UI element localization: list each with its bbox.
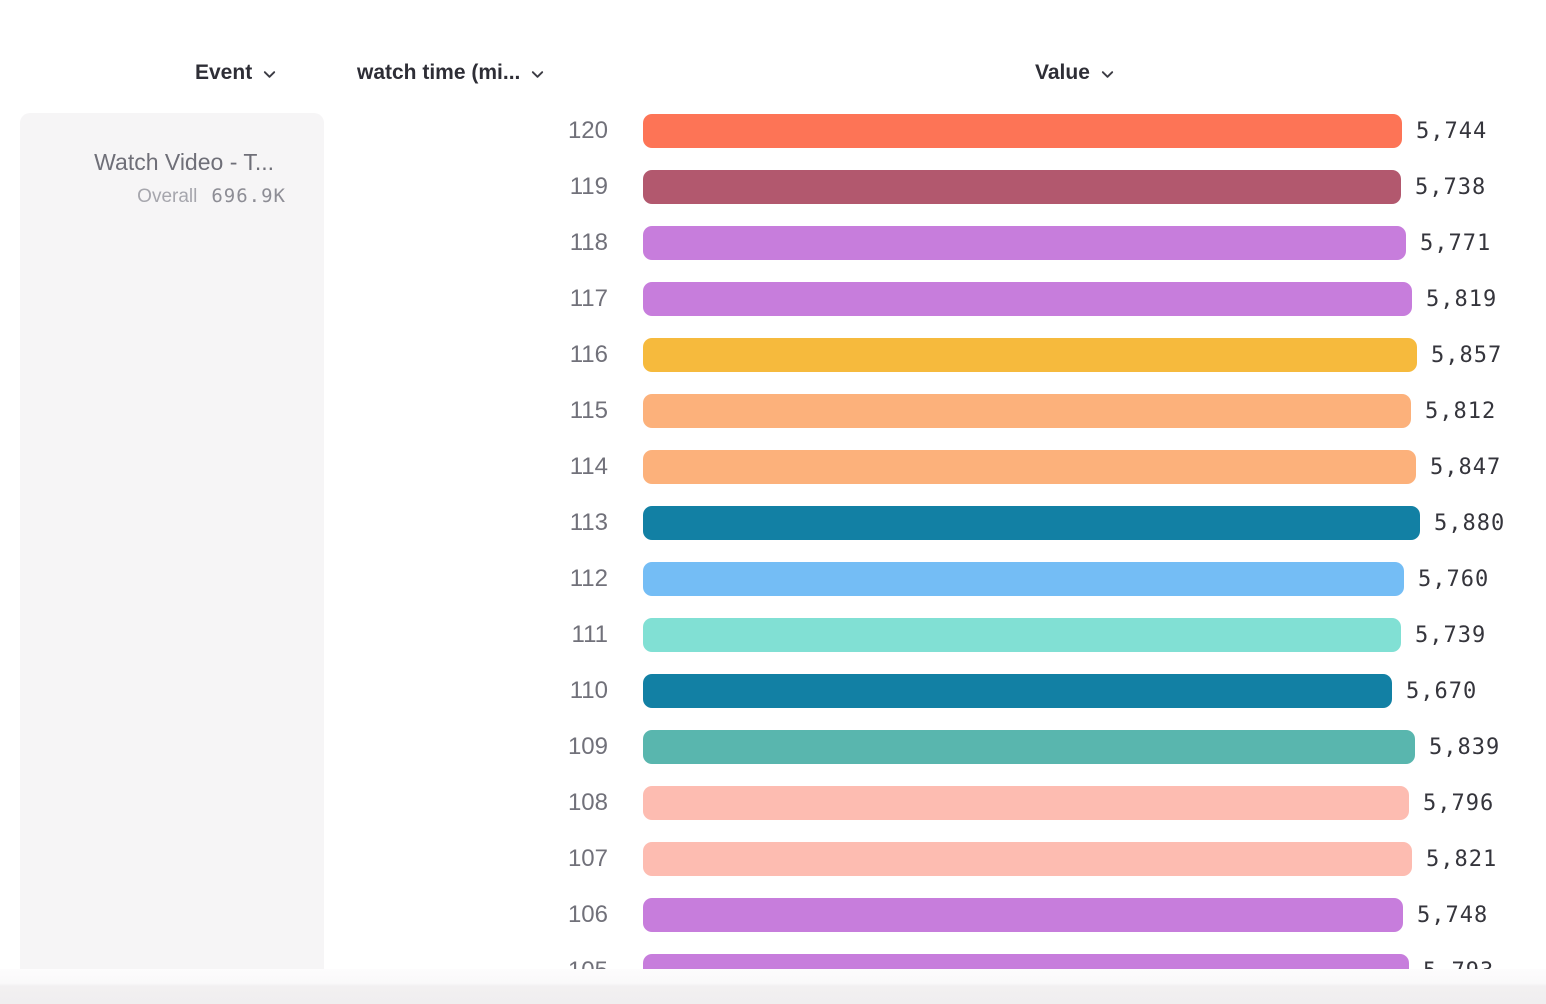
column-header-watch-time[interactable]: watch time (mi... [357,59,545,87]
bar-value: 5,847 [1430,454,1502,480]
bar-value: 5,738 [1415,174,1487,200]
chart-row: 111 5,739 [0,607,1546,663]
bar[interactable] [643,898,1403,932]
bar[interactable] [643,562,1404,596]
bar-value: 5,739 [1415,622,1487,648]
row-label: 118 [569,229,608,256]
event-name: Watch Video - T... [94,149,274,175]
bar-value: 5,857 [1431,342,1503,368]
bar-value: 5,812 [1425,398,1497,424]
bar-chart: 120 5,744 119 5,738 118 5,771 117 5,819 116 5,857… [0,103,1546,999]
chart-row: 116 5,857 [0,327,1546,383]
event-metric-value: 696.9K [211,185,286,207]
chart-row: 114 5,847 [0,439,1546,495]
chevron-down-icon [262,67,277,82]
row-label: 119 [569,173,608,200]
bar-value: 5,796 [1423,790,1495,816]
bar-value: 5,771 [1420,230,1492,256]
column-header-value[interactable]: Value [1035,59,1115,87]
row-label: 108 [567,789,608,816]
row-label: 106 [567,901,608,928]
row-label: 116 [569,341,608,368]
chart-row: 106 5,748 [0,887,1546,943]
bar-value: 5,670 [1406,678,1478,704]
column-header-watch-time-label: watch time (mi... [357,61,521,84]
bar[interactable] [643,730,1415,764]
bar[interactable] [643,674,1392,708]
row-label: 107 [567,845,608,872]
bar[interactable] [643,394,1411,428]
chart-row: 117 5,819 [0,271,1546,327]
bar-value: 5,744 [1416,118,1488,144]
column-header-event-label: Event [195,61,253,84]
bar[interactable] [643,114,1402,148]
row-label: 109 [567,733,608,760]
row-label: 115 [569,397,608,424]
chart-row: 109 5,839 [0,719,1546,775]
bar[interactable] [643,282,1412,316]
chart-row: 113 5,880 [0,495,1546,551]
bar[interactable] [643,450,1416,484]
column-header-value-label: Value [1035,61,1090,84]
row-label: 114 [569,453,608,480]
bar-value: 5,821 [1426,846,1498,872]
event-metric: Overall 696.9K [20,185,324,208]
chart-row: 119 5,738 [0,159,1546,215]
bar-value: 5,819 [1426,286,1498,312]
row-label: 112 [569,565,608,592]
row-label: 120 [567,117,608,144]
bar-value: 5,748 [1417,902,1489,928]
bar[interactable] [643,618,1401,652]
chart-row: 107 5,821 [0,831,1546,887]
bar[interactable] [643,170,1401,204]
chart-row: 118 5,771 [0,215,1546,271]
bar-value: 5,760 [1418,566,1490,592]
column-header-event[interactable]: Event [195,59,277,87]
bar-value: 5,880 [1434,510,1506,536]
bottom-scroll-edge[interactable] [0,969,1546,1004]
event-metric-label: Overall [137,186,198,207]
bar-value: 5,839 [1429,734,1501,760]
bar[interactable] [643,506,1420,540]
row-label: 110 [569,677,608,704]
chevron-down-icon [1100,67,1115,82]
bar[interactable] [643,338,1417,372]
bar[interactable] [643,786,1409,820]
row-label: 117 [569,285,608,312]
chart-row: 120 5,744 [0,103,1546,159]
row-label: 113 [569,509,608,536]
chart-row: 108 5,796 [0,775,1546,831]
bar[interactable] [643,842,1412,876]
bar[interactable] [643,226,1406,260]
chart-row: 110 5,670 [0,663,1546,719]
row-label: 111 [571,621,608,648]
event-panel[interactable]: Watch Video - T... Overall 696.9K [20,113,324,970]
chart-row: 112 5,760 [0,551,1546,607]
chevron-down-icon [530,67,545,82]
chart-row: 115 5,812 [0,383,1546,439]
